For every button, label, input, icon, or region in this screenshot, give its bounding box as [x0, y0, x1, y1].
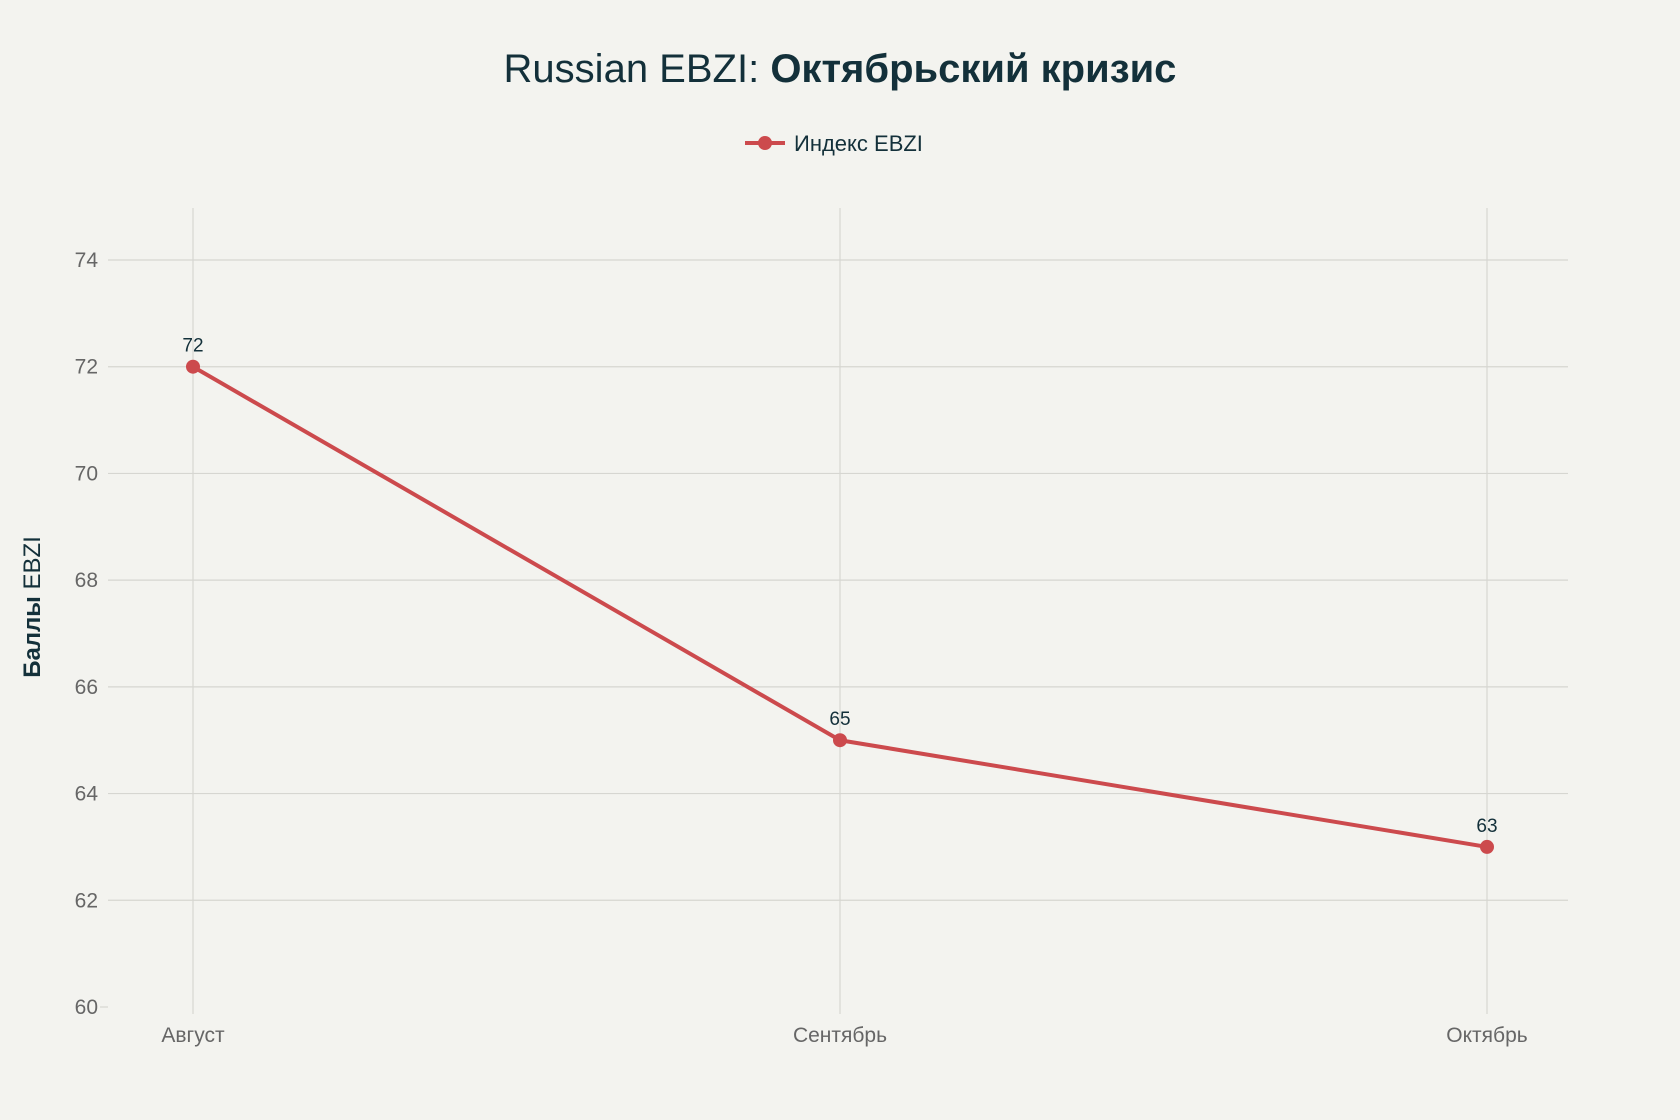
data-label: 63: [1476, 816, 1497, 837]
y-axis-title-regular: EBZI: [19, 536, 46, 596]
y-tick-label: 64: [75, 783, 99, 806]
chart-title-bold: Октябрьский кризис: [770, 47, 1176, 91]
data-label: 72: [182, 336, 203, 357]
y-axis-title-bold: Баллы: [19, 596, 46, 678]
y-axis-title: Баллы EBZI: [19, 536, 46, 678]
y-tick-label: 68: [75, 569, 98, 592]
x-axis-ticks: Август Сентябрь Октябрь: [161, 1024, 1527, 1047]
data-point: [186, 359, 200, 374]
grid: [100, 208, 1568, 1014]
y-tick-label: 66: [75, 676, 98, 699]
x-tick-label: Октябрь: [1446, 1024, 1527, 1047]
x-tick-label: Август: [161, 1024, 225, 1047]
y-tick-label: 70: [75, 462, 98, 485]
data-point: [1480, 839, 1494, 854]
x-tick-label: Сентябрь: [793, 1024, 887, 1047]
y-tick-label: 60: [75, 996, 98, 1019]
y-tick-label: 72: [75, 356, 98, 379]
data-point: [833, 733, 847, 748]
series-layer: [186, 359, 1494, 854]
y-tick-label: 74: [75, 249, 99, 272]
chart-title-regular: Russian EBZI:: [504, 47, 771, 91]
chart-title: Russian EBZI: Октябрьский кризис: [504, 47, 1177, 91]
legend-label: Индекс EBZI: [794, 131, 923, 156]
data-labels: 72 65 63: [182, 336, 1497, 837]
legend-marker: [758, 136, 772, 150]
y-tick-label: 62: [75, 889, 98, 912]
y-axis-ticks: 60 62 64 66 68 70 72 74: [75, 249, 99, 1019]
data-label: 65: [829, 709, 850, 730]
legend: Индекс EBZI: [745, 131, 923, 156]
